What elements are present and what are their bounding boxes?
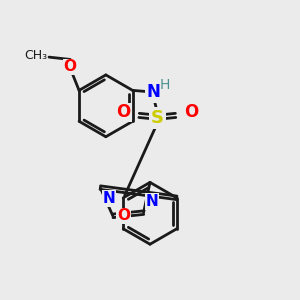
Text: O: O <box>117 208 130 224</box>
Text: O: O <box>184 103 198 122</box>
Text: S: S <box>151 109 164 127</box>
Text: H: H <box>160 78 170 92</box>
Text: O: O <box>117 103 131 122</box>
Text: CH₃: CH₃ <box>24 49 47 62</box>
Text: O: O <box>64 59 77 74</box>
Text: N: N <box>146 194 159 209</box>
Text: N: N <box>147 83 161 101</box>
Text: N: N <box>103 191 116 206</box>
